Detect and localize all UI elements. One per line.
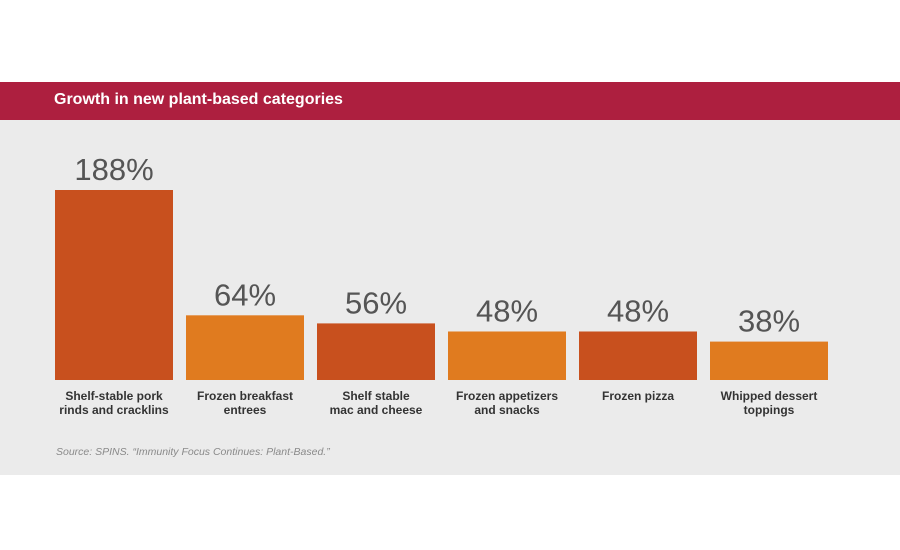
category-label-1-0: Frozen breakfast — [197, 389, 293, 403]
category-label-3-1: and snacks — [474, 403, 540, 417]
bar-4 — [579, 331, 697, 380]
category-label-0-0: Shelf-stable pork — [65, 389, 163, 403]
value-label-2: 56% — [345, 285, 407, 320]
category-label-3-0: Frozen appetizers — [456, 389, 558, 403]
category-label-0-1: rinds and cracklins — [59, 403, 169, 417]
bar-3 — [448, 331, 566, 380]
chart-title: Growth in new plant-based categories — [54, 91, 343, 108]
category-label-5-1: toppings — [744, 403, 795, 417]
bar-1 — [186, 315, 304, 380]
category-label-2-0: Shelf stable — [342, 389, 410, 403]
bar-2 — [317, 323, 435, 380]
value-label-3: 48% — [476, 293, 538, 328]
category-label-1-1: entrees — [224, 403, 267, 417]
chart-header-bar: Growth in new plant-based categories — [0, 82, 900, 120]
value-label-5: 38% — [738, 304, 800, 339]
source-note: Source: SPINS. “Immunity Focus Continues… — [56, 446, 330, 458]
bar-5 — [710, 341, 828, 380]
category-label-5-0: Whipped dessert — [721, 389, 818, 403]
value-label-0: 188% — [74, 152, 153, 187]
category-label-2-1: mac and cheese — [330, 403, 423, 417]
value-label-4: 48% — [607, 293, 669, 328]
value-label-1: 64% — [214, 277, 276, 312]
bar-0 — [55, 190, 173, 380]
category-label-4-0: Frozen pizza — [602, 389, 674, 403]
chart-panel: 188% Shelf-stable pork rinds and cracklins… — [0, 120, 900, 475]
